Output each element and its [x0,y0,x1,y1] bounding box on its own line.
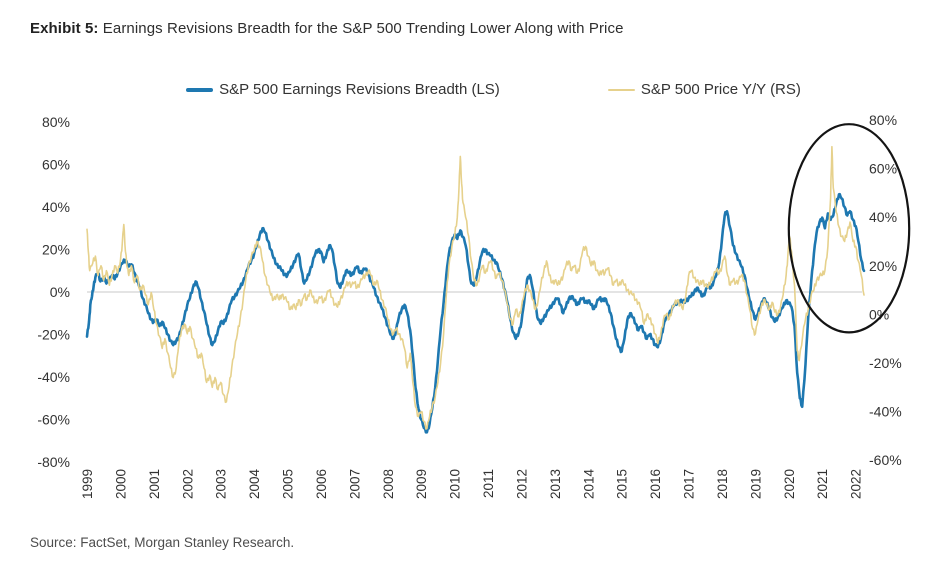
x-tick-2002: 2002 [180,469,195,499]
right-tick-0: 0% [869,306,889,322]
x-tick-2018: 2018 [715,469,730,499]
x-axis-year-labels: 1999 2000 2001 2002 2003 2004 2005 2006 2007 2008… [80,469,864,500]
legend-label-revisions-breadth: S&P 500 Earnings Revisions Breadth (LS) [219,81,500,98]
x-tick-2009: 2009 [414,469,429,499]
x-tick-2021: 2021 [815,469,830,499]
series-lines [85,145,866,434]
x-tick-2022: 2022 [849,469,864,499]
x-tick-2015: 2015 [615,469,630,499]
left-tick-40: 40% [42,199,70,215]
left-axis-tick-labels: 80% 60% 40% 20% 0% -20% -40% -60% -80% [37,114,70,470]
right-axis-tick-labels: 80% 60% 40% 20% 0% -20% -40% -60% [869,112,902,468]
x-tick-2017: 2017 [682,469,697,499]
x-tick-1999: 1999 [80,469,95,499]
exhibit-title-text: Earnings Revisions Breadth for the S&P 5… [98,20,624,37]
right-tick--60: -60% [869,452,902,468]
x-tick-2010: 2010 [448,469,463,499]
left-tick--20: -20% [37,327,70,343]
exhibit-number: Exhibit 5: [30,20,99,37]
x-tick-2013: 2013 [548,469,563,499]
legend-item-revisions-breadth: S&P 500 Earnings Revisions Breadth (LS) [186,81,500,98]
legend-label-price-yoy: S&P 500 Price Y/Y (RS) [640,81,801,98]
x-tick-2016: 2016 [648,469,663,499]
x-tick-2014: 2014 [581,469,596,500]
x-tick-2012: 2012 [514,469,529,499]
x-tick-2003: 2003 [214,469,229,499]
x-tick-2011: 2011 [481,469,496,498]
x-tick-2019: 2019 [748,469,763,499]
left-tick-0: 0% [50,284,70,300]
left-tick--40: -40% [37,369,70,385]
legend-line-tan-icon [607,88,635,91]
right-tick--20: -20% [869,355,902,371]
legend-line-blue-icon [186,87,214,92]
revisions-breadth-line [85,192,866,434]
x-tick-2004: 2004 [247,469,262,500]
price-yoy-line [86,145,865,430]
right-tick-60: 60% [869,161,897,177]
left-tick-80: 80% [42,114,70,130]
left-tick-60: 60% [42,157,70,173]
right-tick-80: 80% [869,112,897,128]
right-tick-20: 20% [869,258,897,274]
x-tick-2006: 2006 [314,469,329,499]
x-tick-2007: 2007 [347,469,362,499]
right-tick--40: -40% [869,404,902,420]
left-tick--80: -80% [37,454,70,470]
source-note: Source: FactSet, Morgan Stanley Research… [30,535,295,550]
x-tick-2008: 2008 [381,469,396,499]
highlight-ellipse [787,123,911,334]
page-title: Exhibit 5: Earnings Revisions Breadth fo… [30,20,624,37]
left-tick-20: 20% [42,242,70,258]
annotation-ellipse [787,123,911,334]
chart-legend: S&P 500 Earnings Revisions Breadth (LS) … [22,81,943,98]
right-tick-40: 40% [869,209,897,225]
x-tick-2000: 2000 [113,469,128,499]
legend-item-price-yoy: S&P 500 Price Y/Y (RS) [607,81,801,98]
x-tick-2001: 2001 [147,469,162,499]
x-tick-2005: 2005 [281,469,296,499]
left-tick--60: -60% [37,412,70,428]
x-tick-2020: 2020 [782,469,797,499]
